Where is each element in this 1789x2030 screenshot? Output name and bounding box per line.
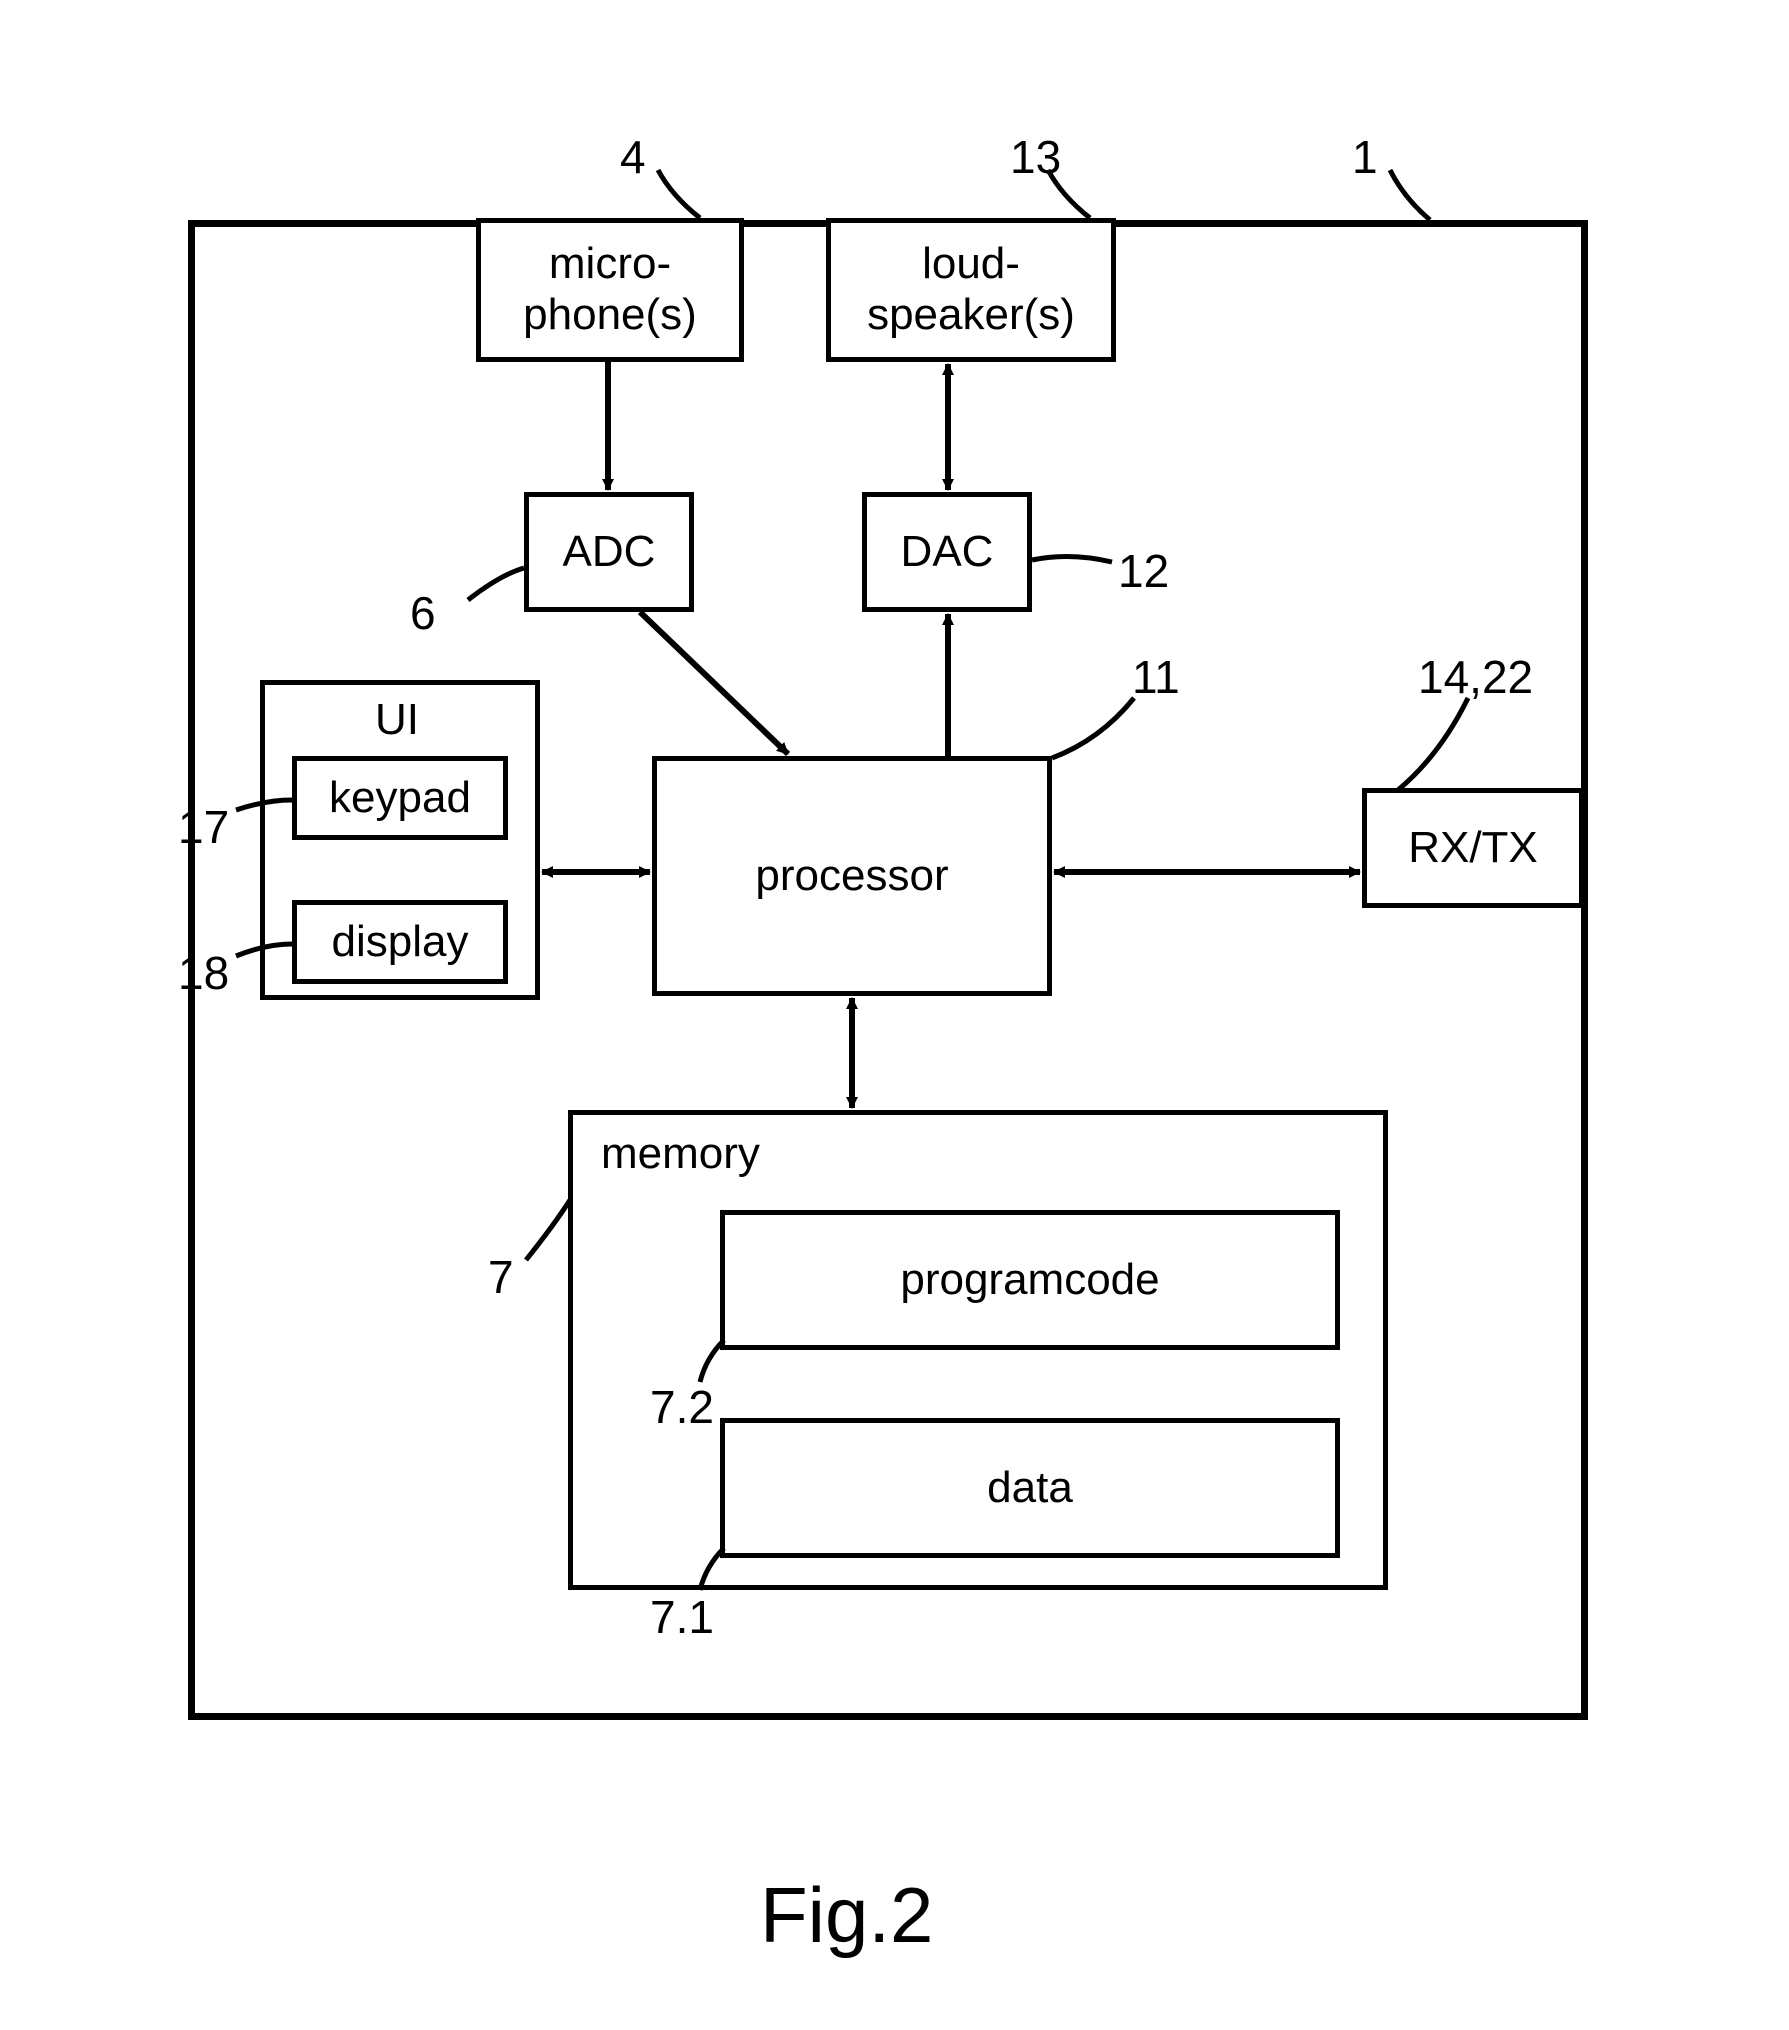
display-block: display <box>292 900 508 984</box>
ref-18: 18 <box>178 946 229 1000</box>
ref-17: 17 <box>178 800 229 854</box>
processor-label: processor <box>755 851 948 901</box>
dac-block: DAC <box>862 492 1032 612</box>
microphone-block: micro-phone(s) <box>476 218 744 362</box>
ref-71: 7.1 <box>650 1590 714 1644</box>
ref-11: 11 <box>1132 650 1180 704</box>
loudspeaker-label: loud-speaker(s) <box>867 239 1075 340</box>
loudspeaker-block: loud-speaker(s) <box>826 218 1116 362</box>
keypad-label: keypad <box>329 773 471 823</box>
rxtx-block: RX/TX <box>1362 788 1584 908</box>
dac-label: DAC <box>901 527 994 577</box>
data-label: data <box>987 1463 1073 1513</box>
processor-block: processor <box>652 756 1052 996</box>
memory-title: memory <box>601 1129 760 1179</box>
data-block: data <box>720 1418 1340 1558</box>
display-label: display <box>332 917 469 967</box>
programcode-label: programcode <box>900 1255 1159 1305</box>
programcode-block: programcode <box>720 1210 1340 1350</box>
diagram-canvas: micro-phone(s) loud-speaker(s) ADC DAC U… <box>0 0 1789 2030</box>
ref-12: 12 <box>1118 544 1169 598</box>
ref-1: 1 <box>1352 130 1378 184</box>
adc-block: ADC <box>524 492 694 612</box>
ref-72: 7.2 <box>650 1380 714 1434</box>
ref-13: 13 <box>1010 130 1061 184</box>
ui-title: UI <box>375 695 419 745</box>
ref-1422: 14,22 <box>1418 650 1533 704</box>
microphone-label: micro-phone(s) <box>523 239 697 340</box>
ref-4: 4 <box>620 130 646 184</box>
keypad-block: keypad <box>292 756 508 840</box>
figure-caption: Fig.2 <box>760 1870 933 1961</box>
leader-4 <box>658 170 700 218</box>
adc-label: ADC <box>563 527 656 577</box>
ref-7: 7 <box>488 1250 514 1304</box>
rxtx-label: RX/TX <box>1408 823 1538 873</box>
leader-1 <box>1390 170 1430 220</box>
ref-6: 6 <box>410 586 436 640</box>
